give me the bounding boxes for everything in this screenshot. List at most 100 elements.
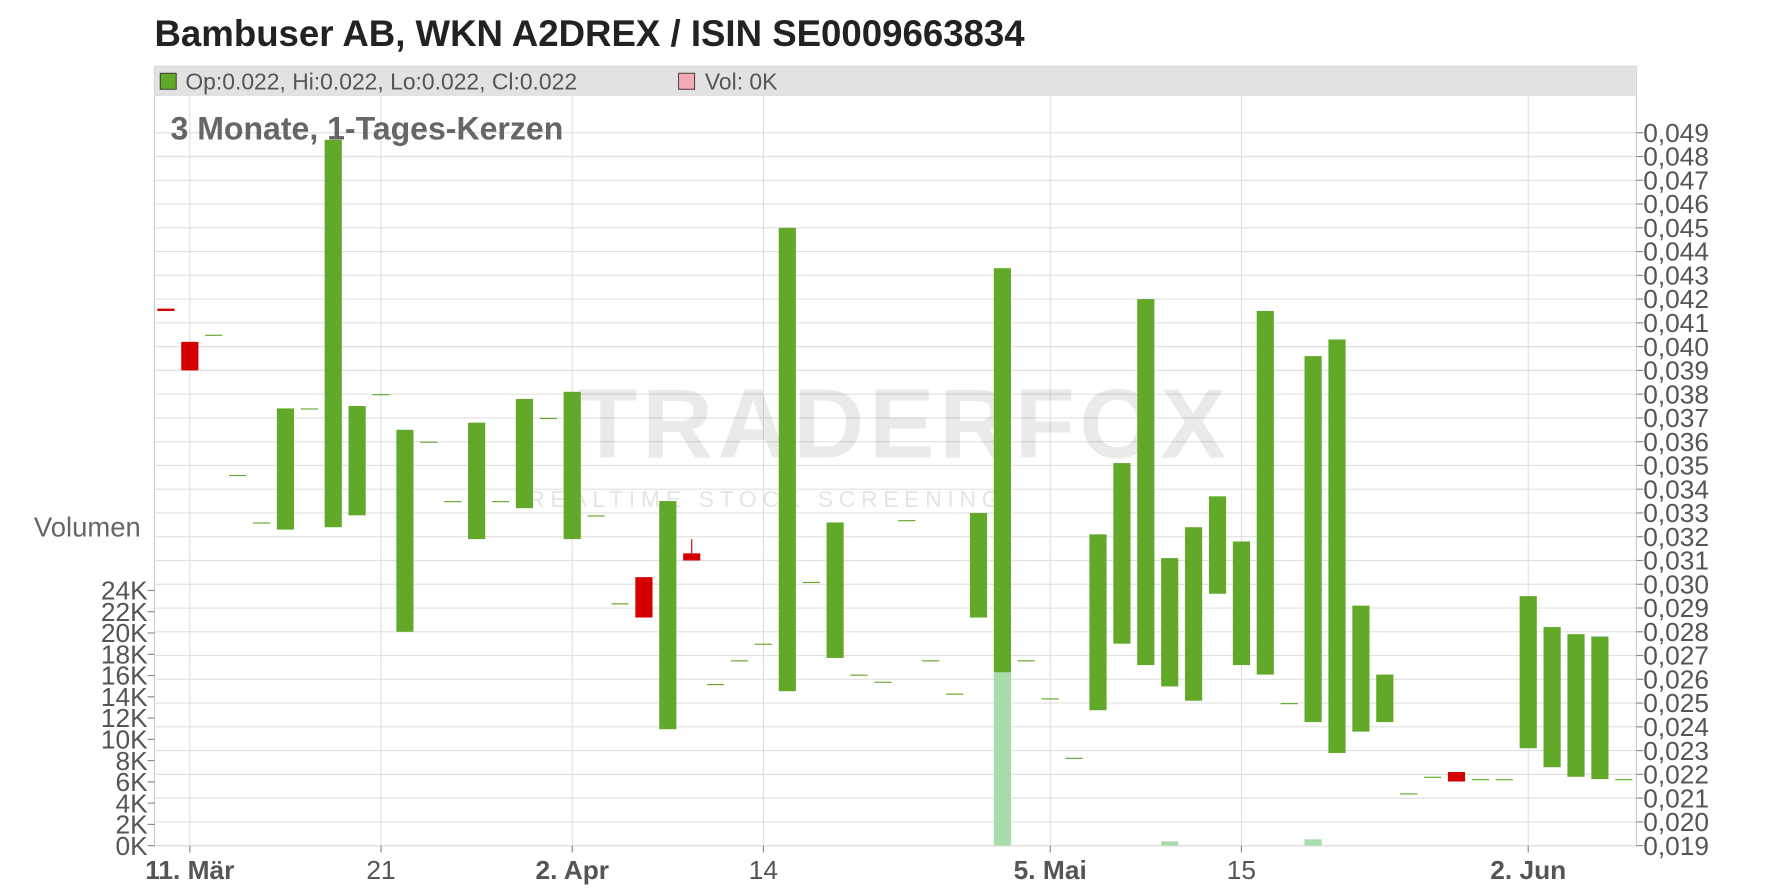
y-tick-label: 0,040: [1643, 332, 1709, 362]
candle-body: [1352, 605, 1370, 732]
candle-body: [826, 522, 844, 658]
volume-axis-label: Volumen: [34, 512, 141, 543]
candle-body: [372, 394, 390, 396]
candle-body: [802, 581, 820, 584]
y-tick-label: 0,023: [1643, 736, 1709, 766]
candle-body: [1161, 558, 1179, 687]
x-tick-label: 2. Jun: [1490, 855, 1566, 885]
candle-body: [1376, 674, 1394, 723]
candle-body: [491, 501, 510, 503]
candle-body: [181, 341, 199, 371]
candle-body: [229, 474, 247, 477]
candle-body: [1591, 636, 1609, 780]
candle-body: [1208, 496, 1227, 594]
candle-body: [1113, 463, 1131, 644]
candle-body: [898, 520, 916, 522]
y-tick-label: 0,022: [1643, 760, 1709, 790]
y2-tick-label: 6K: [115, 767, 148, 797]
candle-body: [1447, 771, 1466, 782]
candle-body: [420, 441, 438, 443]
y2-tick-label: 8K: [115, 746, 148, 776]
y2-tick-label: 20K: [101, 618, 148, 648]
candle-body: [946, 693, 964, 695]
candle-body: [874, 681, 892, 683]
candle-body: [276, 408, 295, 530]
candle-body: [754, 643, 773, 645]
marks: [157, 139, 1633, 846]
candle-body: [1280, 703, 1298, 705]
candle-body: [1543, 627, 1561, 768]
y-tick-label: 0,036: [1643, 427, 1709, 457]
y-tick-label: 0,039: [1643, 356, 1709, 386]
y-tick-label: 0,034: [1643, 474, 1709, 504]
candle-body: [1304, 356, 1322, 723]
candle-body: [850, 674, 868, 676]
candle-body: [635, 577, 653, 618]
chart-title: Bambuser AB, WKN A2DREX / ISIN SE0009663…: [154, 13, 1025, 54]
candle-body: [1017, 660, 1035, 662]
volume-bar: [1161, 841, 1179, 846]
candle-body: [1424, 776, 1442, 778]
candle-body: [1615, 779, 1633, 781]
candle-body: [539, 417, 557, 420]
candle-body: [1089, 534, 1107, 711]
candle-body: [444, 501, 462, 503]
candle-body: [1400, 793, 1418, 795]
candle-body: [1471, 779, 1489, 781]
y-tick-label: 0,032: [1643, 522, 1709, 552]
candle-body: [922, 660, 940, 662]
y-tick-label: 0,027: [1643, 641, 1709, 671]
candle-body: [1185, 527, 1203, 701]
y-tick-label: 0,031: [1643, 546, 1709, 576]
candle-body: [563, 391, 581, 540]
legend-price: Op:0.022, Hi:0.022, Lo:0.022, Cl:0.022: [185, 68, 577, 94]
candle-body: [587, 515, 605, 517]
y-tick-label: 0,026: [1643, 664, 1709, 694]
y2-tick-label: 22K: [101, 597, 148, 627]
y-tick-label: 0,048: [1643, 142, 1709, 172]
candle-body: [396, 429, 414, 632]
candle-body: [730, 660, 749, 662]
candle-body: [515, 398, 534, 509]
candle-body: [1519, 596, 1537, 749]
legend-swatch: [678, 72, 696, 90]
y-tick-label: 0,042: [1643, 284, 1709, 314]
y-tick-label: 0,030: [1643, 569, 1709, 599]
candle-body: [1065, 757, 1083, 759]
y-tick-label: 0,043: [1643, 260, 1709, 290]
legend-swatch: [159, 72, 177, 90]
y2-tick-label: 16K: [101, 661, 148, 691]
y2-tick-label: 14K: [101, 682, 148, 712]
x-tick-label: 5. Mai: [1014, 855, 1087, 885]
x-tick-label: 21: [366, 855, 395, 885]
y2-tick-label: 18K: [101, 639, 148, 669]
y-tick-label: 0,049: [1643, 118, 1709, 148]
candle-body: [707, 684, 725, 686]
candle-body: [324, 139, 342, 528]
y-tick-label: 0,041: [1643, 308, 1709, 338]
y2-tick-label: 2K: [115, 810, 148, 840]
candle-body: [1041, 698, 1059, 700]
candle-body: [969, 512, 988, 618]
candle-body: [157, 308, 175, 311]
y2-tick-label: 0K: [115, 831, 148, 861]
y-tick-label: 0,037: [1643, 403, 1709, 433]
candle-body: [1232, 541, 1250, 666]
watermark: TRADERFOX: [577, 369, 1231, 479]
candle-body: [1495, 779, 1513, 781]
candle-body: [300, 408, 318, 410]
candle-body: [1567, 634, 1585, 777]
candle-body: [348, 406, 366, 516]
y-tick-label: 0,044: [1643, 237, 1709, 267]
y2-tick-label: 4K: [115, 788, 148, 818]
x-tick-label: 2. Apr: [535, 855, 609, 885]
watermark-sub: REALTIME STOCK SCREENING: [528, 486, 1005, 512]
candle-body: [205, 334, 223, 336]
y-tick-label: 0,021: [1643, 783, 1709, 813]
candle-body: [683, 553, 701, 561]
x-tick-label: 15: [1227, 855, 1256, 885]
candle-body: [659, 501, 677, 730]
candle-body: [1256, 310, 1274, 675]
y-tick-label: 0,046: [1643, 189, 1709, 219]
